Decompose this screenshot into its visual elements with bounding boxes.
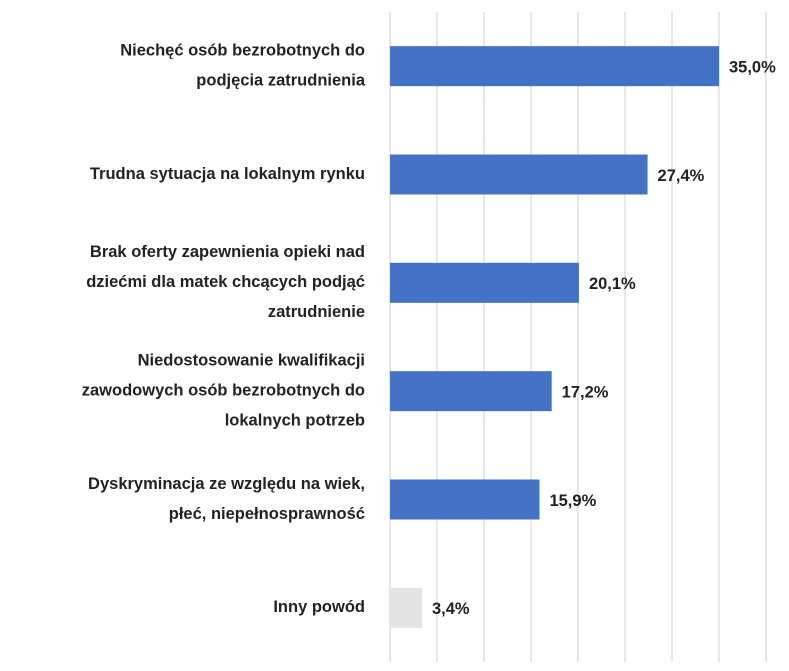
data-label: 20,1% bbox=[589, 275, 636, 293]
data-label: 3,4% bbox=[432, 600, 470, 618]
data-label: 27,4% bbox=[658, 167, 705, 185]
category-label: Dyskryminacja ze względu na wiek, bbox=[88, 475, 365, 493]
bar bbox=[390, 46, 719, 87]
bar bbox=[390, 371, 552, 412]
category-label: płeć, niepełnosprawność bbox=[169, 505, 365, 523]
category-label: Trudna sytuacja na lokalnym rynku bbox=[90, 165, 365, 183]
bar bbox=[390, 587, 422, 628]
category-label: dziećmi dla matek chcących podjąć bbox=[86, 273, 365, 291]
data-label: 15,9% bbox=[549, 492, 596, 510]
category-label: podjęcia zatrudnienia bbox=[196, 72, 366, 90]
bar bbox=[390, 262, 579, 303]
data-label: 35,0% bbox=[729, 59, 776, 77]
category-label: lokalnych potrzeb bbox=[225, 412, 365, 430]
data-label: 17,2% bbox=[562, 384, 609, 402]
bar bbox=[390, 479, 540, 520]
bar bbox=[390, 154, 648, 195]
category-label: Niedostosowanie kwalifikacji bbox=[138, 352, 365, 370]
category-label: Inny powód bbox=[273, 598, 365, 616]
category-label: Niechęć osób bezrobotnych do bbox=[120, 42, 365, 60]
category-label: zatrudnienie bbox=[268, 303, 365, 321]
category-label: Brak oferty zapewnienia opieki nad bbox=[90, 243, 365, 261]
category-label: zawodowych osób bezrobotnych do bbox=[82, 382, 365, 400]
